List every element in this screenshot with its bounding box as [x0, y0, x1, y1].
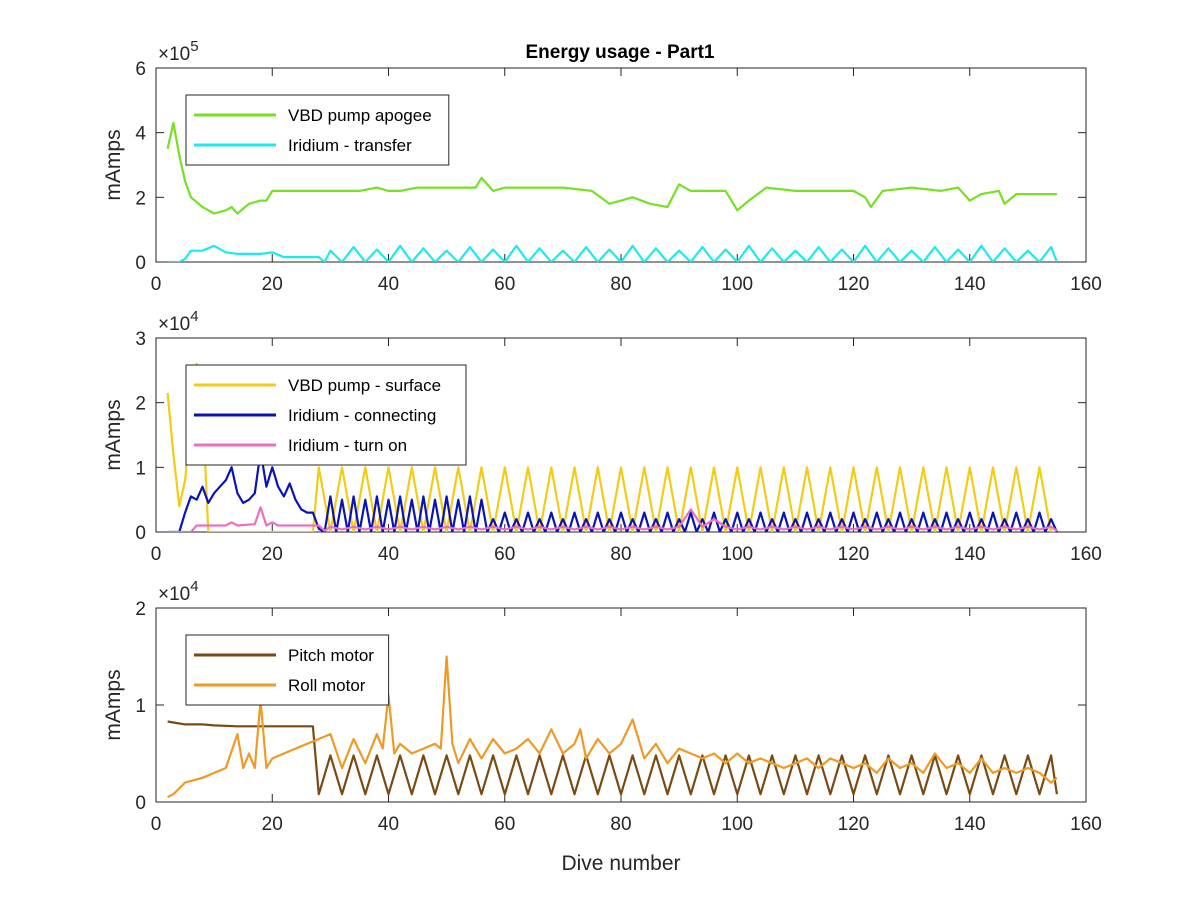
y-tick-label: 1 [135, 696, 146, 717]
x-tick-label: 40 [378, 814, 399, 835]
legend-label: Iridium - transfer [288, 136, 412, 155]
y-axis-label: mAmps [102, 669, 125, 740]
x-tick-label: 0 [151, 814, 162, 835]
legend: VBD pump - surface Iridium - connecting Ir… [185, 364, 467, 466]
figure-title: Energy usage - Part1 [525, 42, 714, 63]
y-exponent-power: 4 [190, 578, 198, 595]
legend-box [185, 634, 390, 706]
series-lines [166, 362, 1058, 532]
series-lines [167, 655, 1058, 799]
series-line-iridium-connecting [167, 450, 1058, 532]
x-tick-label: 100 [721, 274, 753, 295]
x-tick-label: 120 [838, 544, 870, 565]
y-exponent-power: 5 [190, 38, 198, 55]
legend-box [185, 94, 450, 166]
y-tick-label: 6 [135, 59, 146, 80]
x-tick-label: 160 [1070, 814, 1102, 835]
y-exponent-power: 4 [190, 308, 198, 325]
legend: Pitch motor Roll motor [185, 634, 390, 706]
x-tick-label: 140 [954, 814, 986, 835]
y-tick-label: 1 [135, 458, 146, 479]
x-tick-label: 160 [1070, 544, 1102, 565]
y-tick-label: 3 [135, 329, 146, 350]
axes-panel-3: 0 20 40 60 80 100 120 140 160 0 1 2 ×104 mAmps Dive nu… [102, 578, 1102, 875]
x-tick-label: 20 [262, 274, 283, 295]
y-tick-label: 2 [135, 188, 146, 209]
x-tick-label: 40 [378, 544, 399, 565]
axes-panel-2: 0 20 40 60 80 100 120 140 160 0 1 2 3 ×104 mAmps VBD pu… [102, 308, 1102, 565]
series-lines [166, 121, 1058, 262]
series-line-pitch-motor [167, 720, 1058, 796]
legend-label: Iridium - connecting [288, 406, 436, 425]
y-tick-label: 0 [135, 253, 146, 274]
legend-label: Roll motor [288, 676, 366, 695]
y-tick-label: 2 [135, 599, 146, 620]
y-axis-label: mAmps [102, 399, 125, 470]
x-tick-label: 60 [494, 814, 515, 835]
axes-panel-1: 0 20 40 60 80 100 120 140 160 0 2 4 6 ×105 mAmps VBD pu… [102, 38, 1102, 295]
legend-label: VBD pump - surface [288, 376, 441, 395]
series-line-roll-motor [167, 655, 1058, 799]
series-line-iridium-transfer [167, 244, 1058, 262]
y-tick-label: 0 [135, 523, 146, 544]
x-tick-label: 80 [610, 814, 631, 835]
x-tick-label: 60 [494, 544, 515, 565]
x-tick-label: 80 [610, 274, 631, 295]
y-axis-label: mAmps [102, 129, 125, 200]
x-tick-label: 160 [1070, 274, 1102, 295]
x-tick-label: 0 [151, 544, 162, 565]
x-tick-label: 140 [954, 544, 986, 565]
x-tick-label: 20 [262, 814, 283, 835]
series-line-iridium-turn-on [167, 506, 1058, 532]
x-tick-label: 100 [721, 544, 753, 565]
x-tick-label: 120 [838, 814, 870, 835]
y-tick-label: 0 [135, 793, 146, 814]
y-exponent-label: ×104 [158, 308, 199, 335]
legend-label: Iridium - turn on [288, 436, 407, 455]
y-tick-label: 4 [135, 124, 146, 145]
x-tick-label: 140 [954, 274, 986, 295]
x-tick-label: 20 [262, 544, 283, 565]
legend-label: VBD pump apogee [288, 106, 432, 125]
y-tick-label: 2 [135, 394, 146, 415]
x-tick-label: 40 [378, 274, 399, 295]
legend-label: Pitch motor [288, 646, 374, 665]
y-exponent-label: ×104 [158, 578, 199, 605]
x-tick-label: 80 [610, 544, 631, 565]
x-tick-label: 120 [838, 274, 870, 295]
x-axis-label: Dive number [561, 852, 680, 875]
series-line-vbd-pump-apogee [166, 121, 1057, 215]
y-exponent-label: ×105 [158, 38, 199, 65]
legend: VBD pump apogee Iridium - transfer [185, 94, 450, 166]
x-tick-label: 0 [151, 274, 162, 295]
x-tick-label: 100 [721, 814, 753, 835]
x-tick-label: 60 [494, 274, 515, 295]
